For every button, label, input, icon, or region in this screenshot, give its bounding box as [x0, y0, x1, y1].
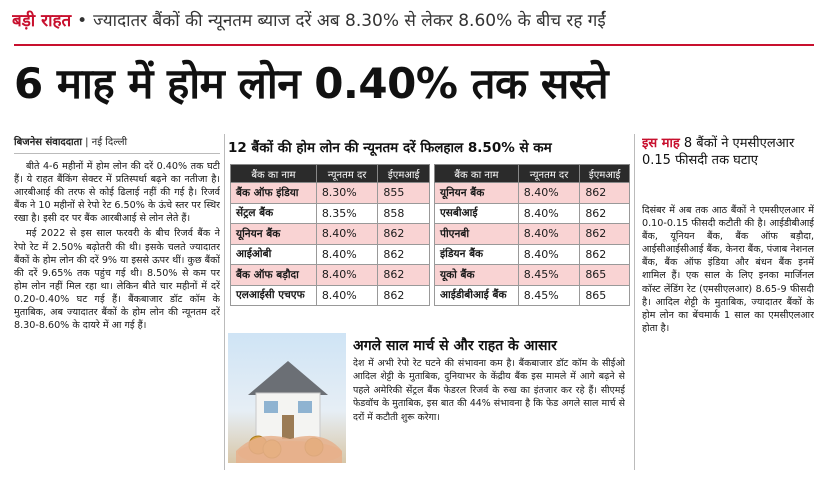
column-header-emi: ईएमआई [579, 164, 630, 183]
table-row: एसबीआई 8.40% 862 [434, 202, 630, 224]
min-rate: 8.45% [517, 264, 581, 286]
table-row: आईओबी 8.40% 862 [230, 243, 430, 265]
column-header-bank: बैंक का नाम [434, 164, 519, 183]
rates-table-title: 12 बैंकों की होम लोन की न्यूनतम दरें फिल… [228, 140, 552, 156]
column-header-rate: न्यूनतम दर [517, 164, 581, 183]
table-row: यूको बैंक 8.45% 865 [434, 264, 630, 286]
bank-name: इंडियन बैंक [434, 243, 519, 265]
column-header-rate: न्यूनतम दर [315, 164, 379, 183]
min-rate: 8.40% [315, 243, 379, 265]
kicker-label: बड़ी राहत [12, 11, 72, 31]
bank-name: सेंट्रल बैंक [230, 202, 317, 224]
min-rate: 8.40% [517, 182, 581, 204]
bank-name: यूको बैंक [434, 264, 519, 286]
sidebar-highlight: इस माह [642, 136, 680, 151]
byline-place: नई दिल्ली [91, 137, 128, 148]
kicker-rule [14, 44, 814, 46]
subsection-heading: अगले साल मार्च से और राहत के आसार [353, 338, 557, 354]
kicker-line: बड़ी राहत • ज्यादातर बैंकों की न्यूनतम ब… [12, 8, 812, 36]
rates-table-right: बैंक का नाम न्यूनतम दर ईएमआई यूनियन बैंक… [434, 164, 630, 306]
subsection-body: देश में अभी रेपो रेट घटने की संभावना कम … [353, 358, 625, 423]
min-rate: 8.40% [315, 223, 379, 245]
emi-value: 862 [579, 243, 630, 265]
byline-author: बिजनेस संवाददाता [14, 137, 82, 148]
column-header-bank: बैंक का नाम [230, 164, 317, 183]
min-rate: 8.40% [517, 243, 581, 265]
bank-name: बैंक ऑफ बड़ौदा [230, 264, 317, 286]
left-paragraph-2: मई 2022 से इस साल फरवरी के बीच रिजर्व बै… [14, 228, 220, 332]
emi-value: 865 [579, 284, 630, 306]
emi-value: 862 [377, 223, 430, 245]
min-rate: 8.40% [517, 202, 581, 224]
emi-value: 862 [579, 202, 630, 224]
table-row: बैंक ऑफ बड़ौदा 8.40% 862 [230, 264, 430, 286]
table-row: यूनियन बैंक 8.40% 862 [230, 223, 430, 245]
min-rate: 8.40% [315, 264, 379, 286]
house-icon [236, 361, 342, 463]
byline-separator: | [85, 137, 89, 148]
bank-name: यूनियन बैंक [434, 182, 519, 204]
table-row: यूनियन बैंक 8.40% 862 [434, 182, 630, 204]
bank-name: आईओबी [230, 243, 317, 265]
left-paragraph-1: बीते 4-6 महीनों में होम लोन की दरें 0.40… [14, 161, 220, 225]
rates-table-left: बैंक का नाम न्यूनतम दर ईएमआई बैंक ऑफ इंड… [230, 164, 430, 306]
min-rate: 8.45% [517, 284, 581, 306]
kicker-bullet: • [77, 11, 88, 31]
kicker-text: ज्यादातर बैंकों की न्यूनतम ब्याज दरें अब… [93, 11, 606, 31]
emi-value: 862 [579, 182, 630, 204]
min-rate: 8.40% [517, 223, 581, 245]
emi-value: 862 [377, 243, 430, 265]
bank-name: यूनियन बैंक [230, 223, 317, 245]
table-row: एलआईसी एचएफ 8.40% 862 [230, 284, 430, 306]
table-header-row: बैंक का नाम न्यूनतम दर ईएमआई [434, 164, 630, 183]
emi-value: 862 [377, 284, 430, 306]
table-row: बैंक ऑफ इंडिया 8.30% 855 [230, 182, 430, 204]
bank-name: आईडीबीआई बैंक [434, 284, 519, 306]
bank-name: एलआईसी एचएफ [230, 284, 317, 306]
table-row: सेंट्रल बैंक 8.35% 858 [230, 202, 430, 224]
sidebar-heading-text: 8 बैंकों ने एमसीएलआर 0.15 फीसदी तक घटाए [642, 136, 795, 168]
column-divider-left [224, 134, 225, 470]
column-header-emi: ईएमआई [377, 164, 430, 183]
table-row: पीएनबी 8.40% 862 [434, 223, 630, 245]
table-row: इंडियन बैंक 8.40% 862 [434, 243, 630, 265]
emi-value: 855 [377, 182, 430, 204]
house-coins-illustration [228, 333, 346, 463]
headline: 6 माह में होम लोन 0.40% तक सस्ते [14, 59, 609, 108]
sidebar-body: दिसंबर में अब तक आठ बैंकों ने एमसीएलआर म… [642, 205, 814, 334]
table-row: आईडीबीआई बैंक 8.45% 865 [434, 284, 630, 306]
bank-name: एसबीआई [434, 202, 519, 224]
min-rate: 8.35% [315, 202, 379, 224]
emi-value: 862 [377, 264, 430, 286]
min-rate: 8.40% [315, 284, 379, 306]
emi-value: 865 [579, 264, 630, 286]
bank-name: पीएनबी [434, 223, 519, 245]
table-header-row: बैंक का नाम न्यूनतम दर ईएमआई [230, 164, 430, 183]
emi-value: 858 [377, 202, 430, 224]
column-divider-right [634, 134, 635, 470]
left-article-column: बीते 4-6 महीनों में होम लोन की दरें 0.40… [14, 160, 220, 470]
byline: बिजनेस संवाददाता | नई दिल्ली [14, 134, 220, 154]
bank-name: बैंक ऑफ इंडिया [230, 182, 317, 204]
sidebar-heading: इस माह 8 बैंकों ने एमसीएलआर 0.15 फीसदी त… [642, 135, 814, 201]
min-rate: 8.30% [315, 182, 379, 204]
emi-value: 862 [579, 223, 630, 245]
